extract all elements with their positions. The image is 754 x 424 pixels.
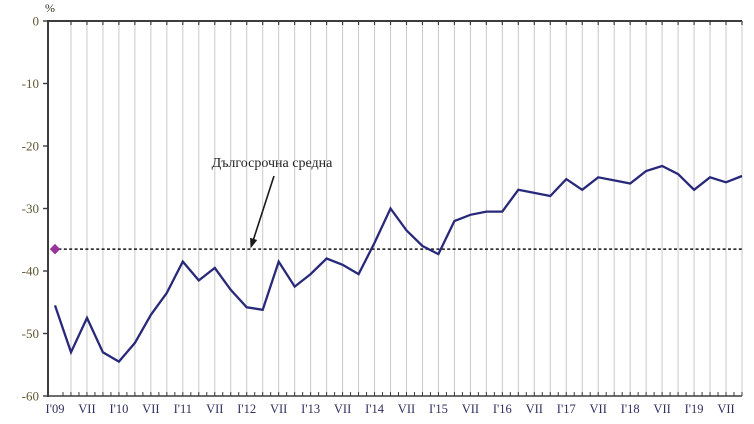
series-line (53, 164, 743, 364)
y-axis-tick-labels: 0 -10 -20 -30 -40 -50 -60 (22, 14, 39, 404)
y-tick-label: -50 (22, 326, 39, 341)
y-tick-label: -30 (22, 201, 39, 216)
x-tick-label: VII (334, 402, 351, 416)
y-tick-label: -20 (22, 139, 39, 154)
x-tick-label: I'14 (365, 402, 385, 416)
x-tick-label: VII (142, 402, 159, 416)
x-tick-label: VII (398, 402, 415, 416)
annotation-label: Дългосрочна средна (212, 156, 333, 171)
y-tick-label: 0 (33, 14, 40, 29)
x-tick-label: VII (78, 402, 95, 416)
x-tick-label: I'13 (301, 402, 320, 416)
x-tick-label: I'18 (621, 402, 640, 416)
x-axis-tick-labels: I'09 VII I'10 VII I'11 VII I'12 VII I'13 VII I'14 V… (46, 402, 735, 416)
gridlines (70, 21, 743, 396)
y-tick-label: -10 (22, 76, 39, 91)
x-tick-label: VII (462, 402, 479, 416)
average-marker-diamond (49, 243, 61, 255)
x-tick-label: I'10 (109, 402, 128, 416)
x-tick-label: I'11 (174, 402, 192, 416)
x-tick-label: VII (717, 402, 734, 416)
x-tick-label: I'09 (46, 402, 65, 416)
longterm-average-line (49, 243, 742, 255)
x-tick-label: I'17 (557, 402, 576, 416)
x-tick-label: I'19 (685, 402, 704, 416)
y-axis-unit-label: % (45, 1, 55, 15)
x-tick-label: VII (653, 402, 670, 416)
y-tick-label: -60 (22, 389, 39, 404)
axes (43, 20, 743, 397)
x-tick-label: VII (206, 402, 223, 416)
x-tick-label: VII (270, 402, 287, 416)
x-tick-label: I'12 (237, 402, 256, 416)
x-tick-label: VII (590, 402, 607, 416)
y-tick-label: -40 (22, 264, 39, 279)
annotation-arrow (250, 175, 275, 249)
x-tick-label: I'16 (493, 402, 512, 416)
x-tick-label: VII (526, 402, 543, 416)
x-tick-label: I'15 (429, 402, 448, 416)
